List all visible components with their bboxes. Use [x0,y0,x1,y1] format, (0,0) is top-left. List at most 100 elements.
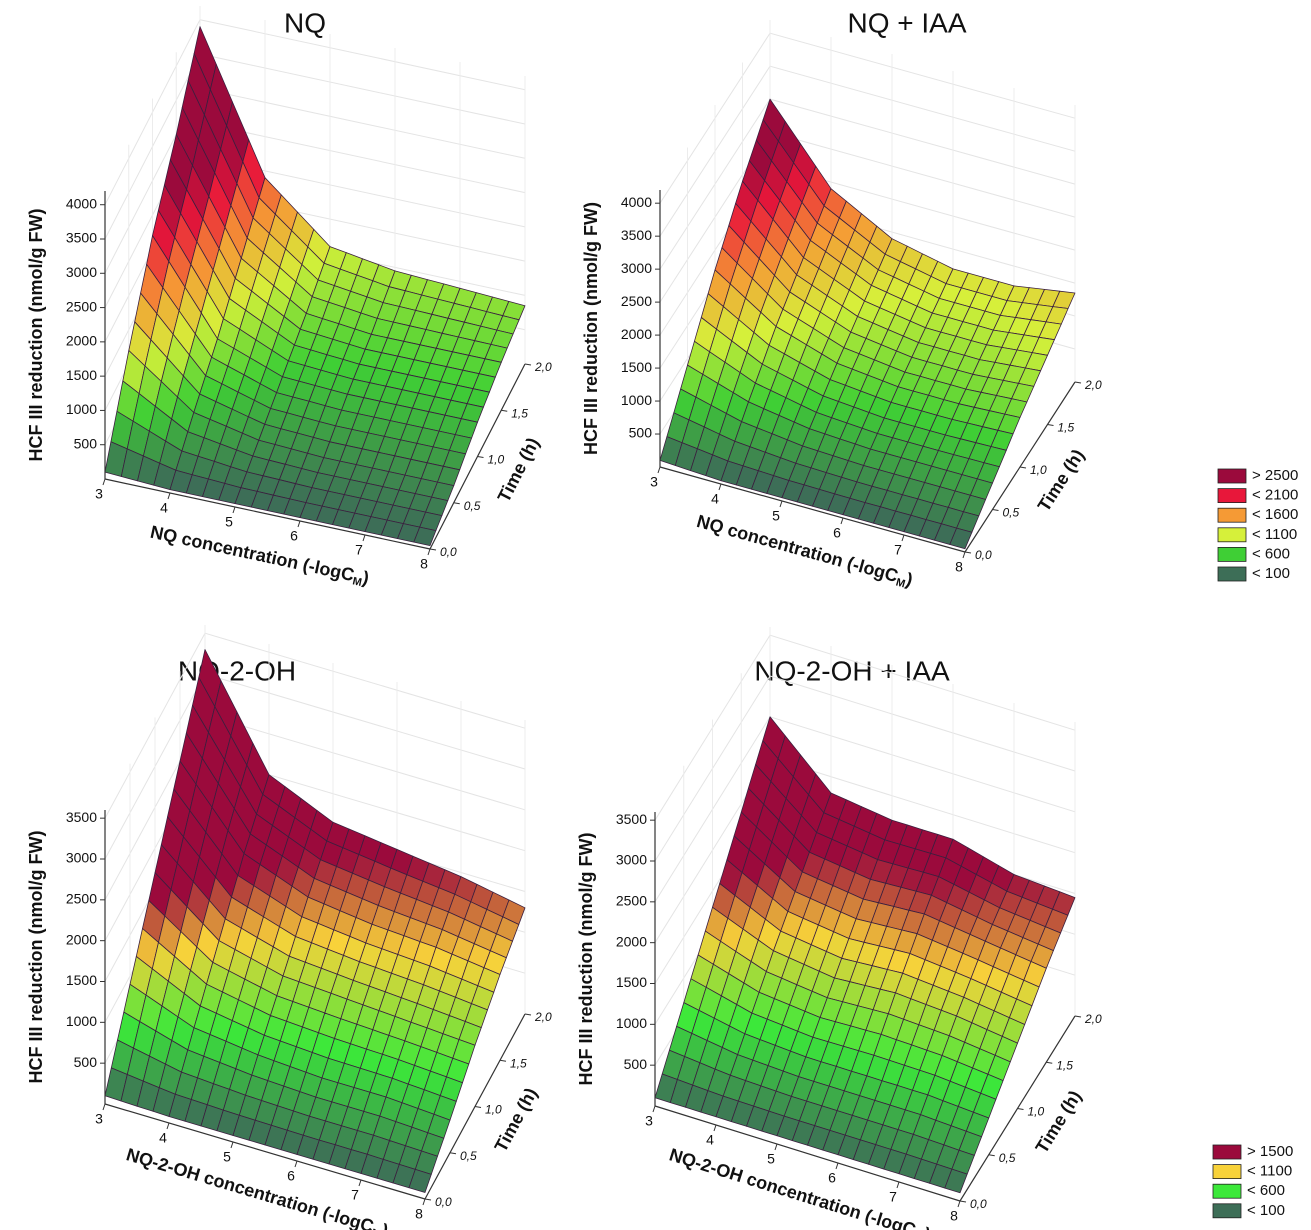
legend-swatch [1212,1183,1242,1199]
x-tick-label: 8 [955,559,963,575]
y-tick-label: 2,0 [1084,378,1102,392]
legend-swatch [1212,1203,1242,1219]
z-tick-label: 2500 [66,891,97,907]
surface-patch [408,1169,432,1193]
x-axis-label-sub: M [370,1227,382,1230]
tick-mark [992,509,999,511]
surface-chart: NQ + IAA 500 1000 1500 2000 2500 3000 3500 4000 3… [581,7,1299,590]
tick-mark [779,500,783,508]
tick-mark [429,548,437,551]
z-tick-label: 2000 [616,933,647,949]
tick-mark [1046,1061,1053,1064]
legend-swatch [1212,1144,1242,1160]
legend-swatch [1217,488,1247,504]
z-axis-label: HCF III reduction (nmol/g FW) [26,831,46,1084]
y-tick-label: 0,5 [464,499,481,513]
z-tick-label: 3000 [616,852,647,868]
x-tick-label: 5 [223,1149,231,1165]
x-tick-label: 5 [772,508,780,524]
z-tick-label: 1000 [66,1013,97,1029]
chart-title: NQ [284,7,326,38]
z-tick-label: 3000 [66,264,97,280]
x-tick-label: 5 [225,514,233,530]
legend-label: < 1100 [1252,526,1297,543]
legend-label: > 1500 [1247,1143,1293,1160]
tick-mark [362,534,366,542]
tick-mark [774,1143,778,1151]
axis-line [659,466,966,553]
axis-line [104,478,431,550]
z-tick-label: 3500 [621,227,652,243]
z-tick-label: 2500 [66,298,97,314]
axis-line [104,1103,426,1200]
z-tick-label: 2500 [621,293,652,309]
y-tick-label: 1,5 [510,1056,527,1070]
tick-mark [652,1105,656,1113]
z-tick-label: 1500 [621,359,652,375]
tick-mark [297,520,301,528]
y-tick-label: 0,5 [999,1151,1016,1165]
tick-mark [901,534,905,542]
z-tick-label: 4000 [66,195,97,211]
tick-mark [718,483,722,491]
x-tick-label: 3 [95,486,103,502]
x-axis-label-sub: M [894,576,906,590]
z-tick-label: 3500 [66,809,97,825]
x-tick-label: 8 [950,1208,958,1224]
tick-mark [449,1152,457,1155]
axis-line [654,1105,961,1202]
z-tick-label: 3000 [66,850,97,866]
z-tick-label: 2000 [66,333,97,349]
z-tick-label: 500 [74,1054,98,1070]
z-tick-label: 4000 [621,194,652,210]
z-tick-label: 2000 [66,931,97,947]
tick-mark [167,492,171,500]
legend-swatch [1217,547,1247,562]
legend-label: < 2100 [1252,487,1298,504]
legend-label: < 1600 [1252,506,1298,523]
y-tick-label: 1,5 [511,406,528,420]
surface-patch [944,1168,968,1194]
y-tick-label: 1,5 [1056,1058,1073,1072]
tick-mark [501,409,508,412]
x-tick-label: 6 [287,1168,295,1184]
chart-title: NQ-2-OH [178,655,296,686]
grid-line [104,632,526,819]
y-tick-label: 2,0 [1084,1012,1102,1026]
y-tick-label: 0,0 [970,1197,987,1211]
y-axis-label: Time (h) [1032,1087,1086,1157]
z-tick-label: 1000 [616,1015,647,1031]
tick-mark [713,1124,717,1132]
legend-swatch [1212,1164,1242,1179]
tick-mark [1019,466,1027,469]
legend-swatch [1217,468,1247,484]
tick-mark [166,1122,170,1130]
tick-mark [964,551,972,554]
tick-mark [959,1200,967,1203]
y-tick-label: 0,0 [975,548,992,562]
x-axis-label-sub: M [351,575,362,589]
tick-mark [657,466,661,474]
y-axis-label: Time (h) [494,434,544,505]
y-tick-label: 0,5 [460,1149,477,1163]
tick-mark [427,548,431,556]
tick-mark [230,1141,234,1149]
z-axis-label: HCF III reduction (nmol/g FW) [576,833,596,1086]
tick-mark [358,1179,362,1187]
x-axis-label-text: NQ concentration (-logC [149,522,357,585]
tick-mark [957,1200,961,1208]
z-tick-label: 1000 [621,392,652,408]
x-tick-label: 3 [95,1111,103,1127]
legend-swatch [1217,507,1247,523]
tick-mark [1074,1015,1082,1018]
tick-mark [835,1162,839,1170]
z-tick-label: 1500 [66,367,97,383]
x-tick-label: 4 [159,1130,167,1146]
z-tick-label: 500 [629,425,653,441]
legend-label: < 1100 [1247,1163,1292,1180]
surface-chart: NQ-2-OH + IAA500100015002000250030003500… [576,627,1293,1230]
y-tick-label: 2,0 [534,1010,552,1024]
x-axis-label-end: ) [361,567,371,588]
chart-title: NQ + IAA [847,7,966,38]
